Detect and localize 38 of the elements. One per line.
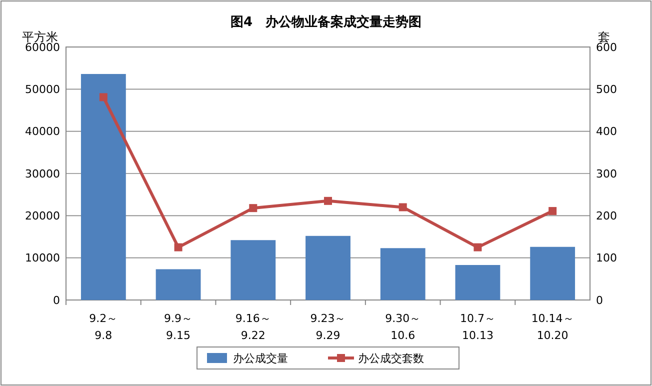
y-tick-label: 10000 (25, 252, 60, 265)
y2-tick-label: 400 (596, 125, 617, 138)
y2-tick-label: 100 (596, 252, 617, 265)
bar (530, 246, 576, 300)
bar (230, 240, 276, 300)
y-tick-label: 20000 (25, 210, 60, 223)
point (474, 243, 482, 252)
point (324, 196, 332, 205)
chart-title: 图4 办公物业备案成交量走势图 (230, 14, 422, 30)
y-tick-label: 50000 (25, 83, 60, 96)
y-axis-title: 平方米 (22, 30, 58, 44)
x-tick-label: 10.7～ 10.13 (460, 312, 496, 342)
bar (380, 248, 426, 300)
point (174, 243, 182, 252)
x-tick-label: 9.2～ 9.8 (89, 312, 118, 342)
x-tick-label: 9.16～ 9.22 (235, 312, 271, 342)
x-tick-label: 9.9～ 9.15 (164, 312, 193, 342)
legend-label: 办公成交套数 (358, 352, 424, 365)
bar (156, 269, 201, 300)
bar (80, 74, 126, 300)
y2-tick-label: 300 (596, 167, 617, 180)
x-tick-label: 9.23～ 9.29 (310, 312, 346, 342)
point (99, 93, 108, 102)
x-tick-label: 9.30～ 10.6 (385, 312, 421, 342)
x-tick-label: 10.14～ 10.20 (531, 312, 574, 342)
y-tick-label: 30000 (25, 167, 60, 180)
bar (306, 236, 350, 300)
y-tick-label: 40000 (25, 125, 60, 138)
y-tick-label: 0 (53, 294, 60, 307)
point (548, 207, 557, 216)
y2-tick-label: 200 (596, 210, 617, 223)
y2-tick-label: 500 (596, 83, 617, 96)
bar (455, 265, 500, 300)
legend-label: 办公成交量 (233, 352, 288, 365)
y2-tick-label: 0 (596, 294, 603, 307)
y2-axis-title: 套 (598, 30, 610, 44)
point (398, 203, 407, 212)
point (249, 204, 258, 212)
